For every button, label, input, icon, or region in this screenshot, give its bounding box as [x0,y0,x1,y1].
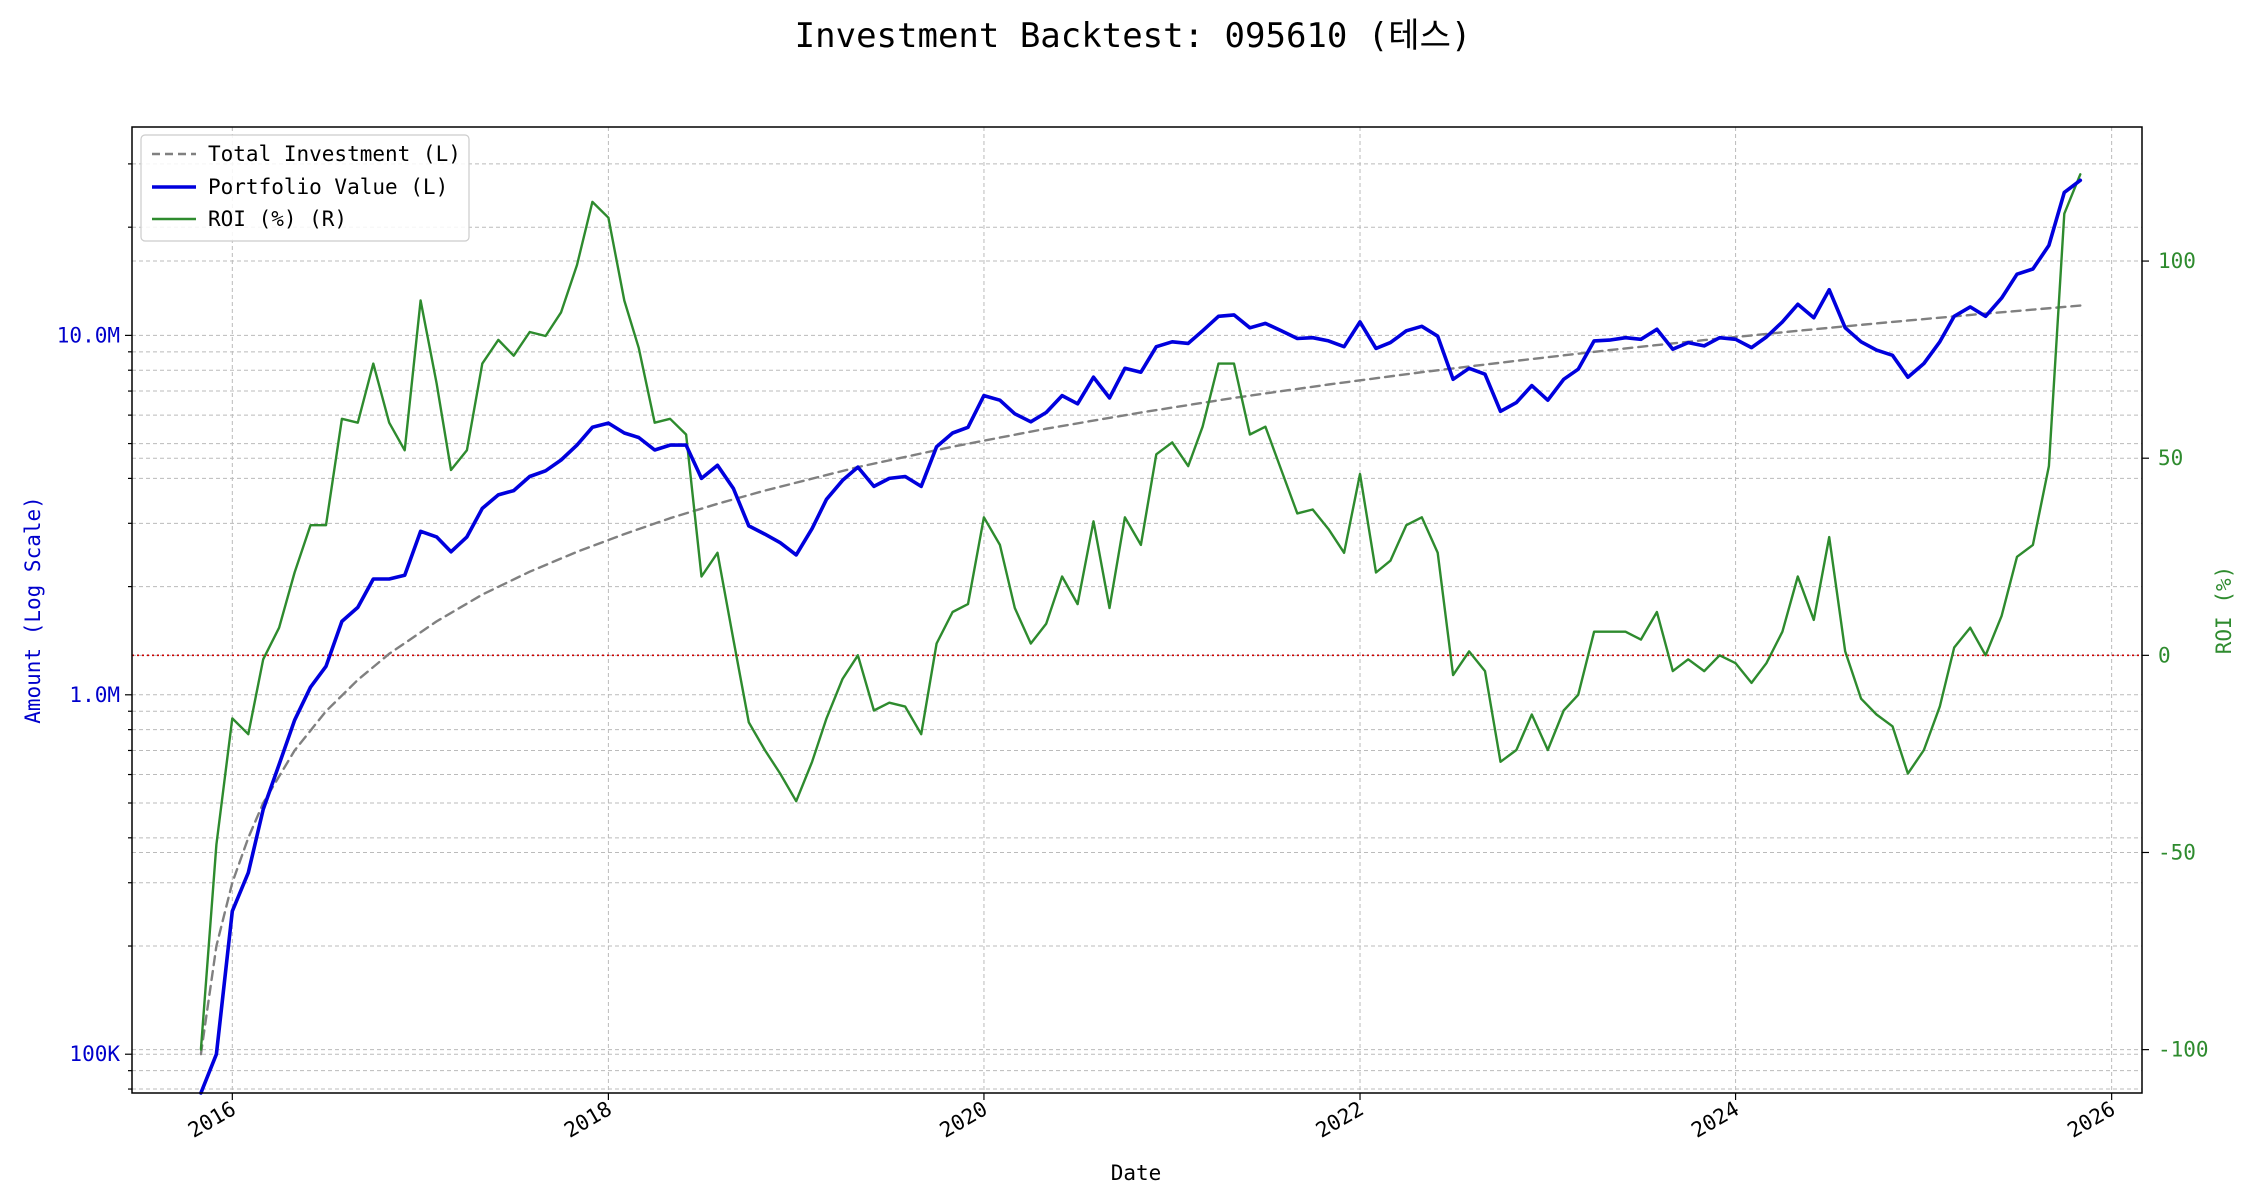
right-tick-label: -50 [2158,840,2196,864]
roi-line [199,173,2082,1051]
x-axis-label: Date [1111,1161,1162,1185]
legend: Total Investment (L) Portfolio Value (L)… [140,134,470,242]
portfolio-value-line [199,178,2083,1095]
left-tick-label: 100K [69,1042,120,1066]
legend-label-investment: Total Investment (L) [208,142,461,166]
legend-label-portfolio: Portfolio Value (L) [208,175,448,199]
right-tick-label: 50 [2158,446,2183,470]
left-axis-label: Amount (Log Scale) [21,496,45,724]
right-tick-label: -100 [2158,1038,2209,1062]
left-tick-label: 1.0M [69,683,120,707]
legend-box [140,134,470,242]
total-investment-line [199,304,2082,1056]
right-axis-label: ROI (%) [2212,566,2236,655]
right-tick-label: 0 [2158,643,2171,667]
left-tick-label: 10.0M [57,323,120,347]
legend-label-roi: ROI (%) (R) [208,207,347,231]
plot-frame [131,126,2143,1094]
chart-title: Investment Backtest: 095610 (테스) [795,16,1472,56]
grid [132,127,2142,1093]
series-group [199,173,2083,1095]
right-tick-label: 100 [2158,249,2196,273]
